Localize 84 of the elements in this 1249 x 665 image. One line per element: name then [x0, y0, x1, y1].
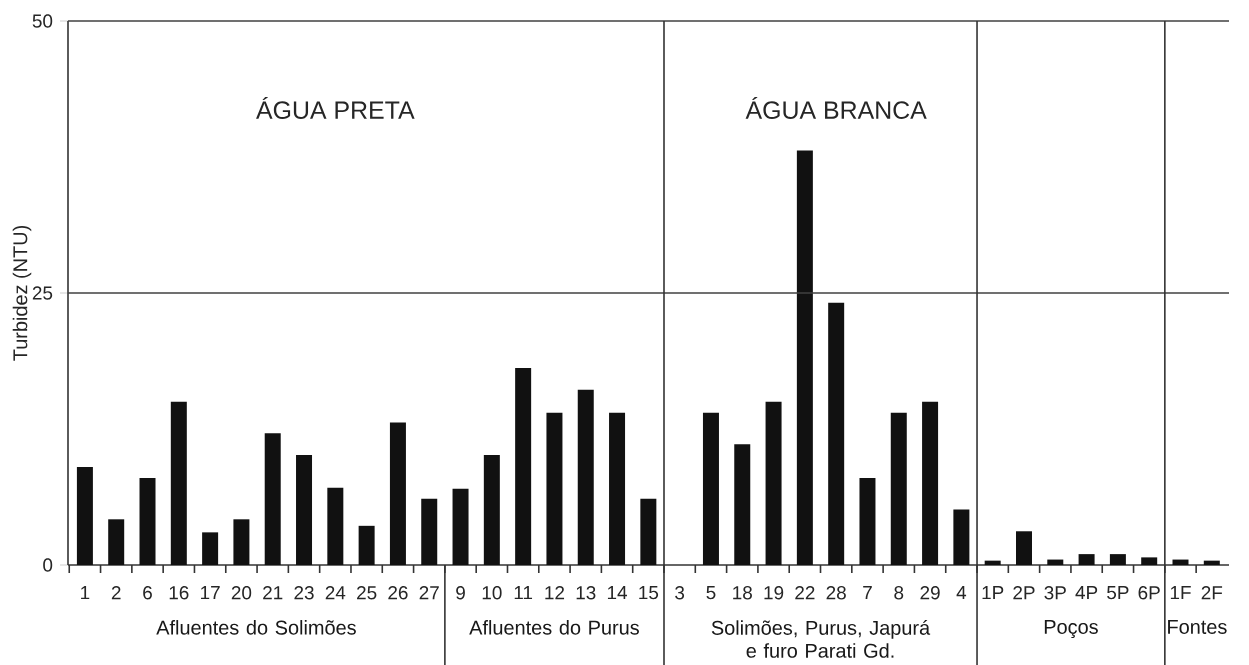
bar	[1172, 559, 1189, 565]
x-tick-label: 7	[863, 586, 872, 600]
text: Afluentes do Solimões	[156, 620, 356, 635]
text: Fontes	[1168, 620, 1227, 634]
bar	[76, 467, 93, 565]
x-tick-label: 2F	[1201, 586, 1223, 600]
x-tick-label: 27	[419, 586, 439, 600]
bar	[765, 401, 782, 565]
x-tick-label: 17	[201, 586, 220, 600]
bar	[233, 519, 250, 565]
bar	[1015, 531, 1032, 565]
bar	[734, 444, 751, 565]
bar	[108, 519, 125, 565]
x-tick-label: 9	[456, 586, 465, 600]
x-tick-label: 20	[231, 586, 252, 600]
bar	[1078, 554, 1095, 565]
bar	[828, 302, 845, 565]
bar	[1047, 559, 1064, 565]
bar	[515, 368, 532, 565]
bar	[984, 560, 1001, 565]
bar	[640, 498, 657, 565]
x-tick-label: 26	[388, 586, 408, 600]
bar	[546, 412, 563, 565]
text: Solimões, Purus, Japurá e furo Parati Gd.	[711, 620, 931, 658]
bar	[796, 150, 813, 565]
bar	[389, 422, 406, 565]
bar	[922, 401, 939, 565]
x-tick-label: 2	[111, 586, 121, 600]
bar	[1109, 554, 1126, 565]
x-tick-label: 5	[706, 586, 716, 600]
bar	[452, 488, 469, 565]
bar	[202, 532, 219, 565]
bar	[483, 455, 500, 565]
bar	[170, 401, 187, 565]
x-tick-label: 21	[263, 586, 283, 600]
x-tick-label: 24	[325, 586, 346, 600]
x-tick-label: 2P	[1013, 586, 1035, 600]
x-tick-label: 15	[639, 586, 659, 600]
y-tick-label: 50	[32, 14, 53, 28]
x-tick-label: 12	[545, 586, 565, 600]
x-tick-label: 8	[894, 586, 904, 600]
bar	[327, 487, 344, 565]
x-tick-label: 22	[795, 586, 815, 600]
bar	[296, 455, 313, 565]
annotation: ÁGUA PRETA	[256, 97, 415, 119]
bar	[577, 389, 594, 565]
x-tick-label: 1	[81, 586, 90, 600]
y-tick-label: 0	[43, 558, 53, 572]
x-tick-label: 23	[294, 586, 314, 600]
x-tick-label: 5P	[1107, 586, 1129, 600]
x-tick-label: 18	[733, 586, 752, 600]
x-tick-label: 1P	[982, 586, 1004, 600]
x-tick-label: 13	[576, 586, 596, 600]
y-axis-title: Turbidez (NTU)	[12, 225, 32, 361]
bar	[264, 433, 281, 565]
x-tick-label: 6	[143, 586, 152, 600]
x-tick-label: 25	[357, 586, 377, 600]
bar	[1203, 560, 1220, 565]
bar	[702, 412, 719, 565]
x-tick-label: 1F	[1170, 586, 1191, 600]
x-tick-label: 11	[514, 586, 533, 600]
x-tick-label: 4	[956, 586, 967, 600]
bar	[953, 509, 970, 565]
y-tick-label: 25	[32, 286, 53, 300]
bar	[139, 477, 156, 565]
text: Poços	[1044, 620, 1098, 638]
bar	[358, 525, 375, 565]
bar	[421, 498, 438, 565]
x-tick-label: 3	[675, 586, 685, 600]
x-tick-label: 19	[764, 586, 784, 600]
x-tick-label: 4P	[1075, 586, 1098, 600]
x-tick-label: 3P	[1044, 586, 1066, 600]
x-tick-label: 10	[482, 586, 502, 600]
bar	[890, 412, 907, 565]
x-tick-label: 28	[826, 586, 846, 600]
bar	[609, 412, 626, 565]
x-tick-label: 29	[920, 586, 940, 600]
bar	[859, 477, 876, 565]
x-tick-label: 6P	[1138, 586, 1160, 600]
annotation: ÁGUA BRANCA	[745, 97, 927, 119]
text: Afluentes do Purus	[469, 620, 639, 635]
bar	[1141, 557, 1158, 565]
x-tick-label: 14	[607, 586, 628, 600]
x-tick-label: 16	[169, 586, 189, 600]
